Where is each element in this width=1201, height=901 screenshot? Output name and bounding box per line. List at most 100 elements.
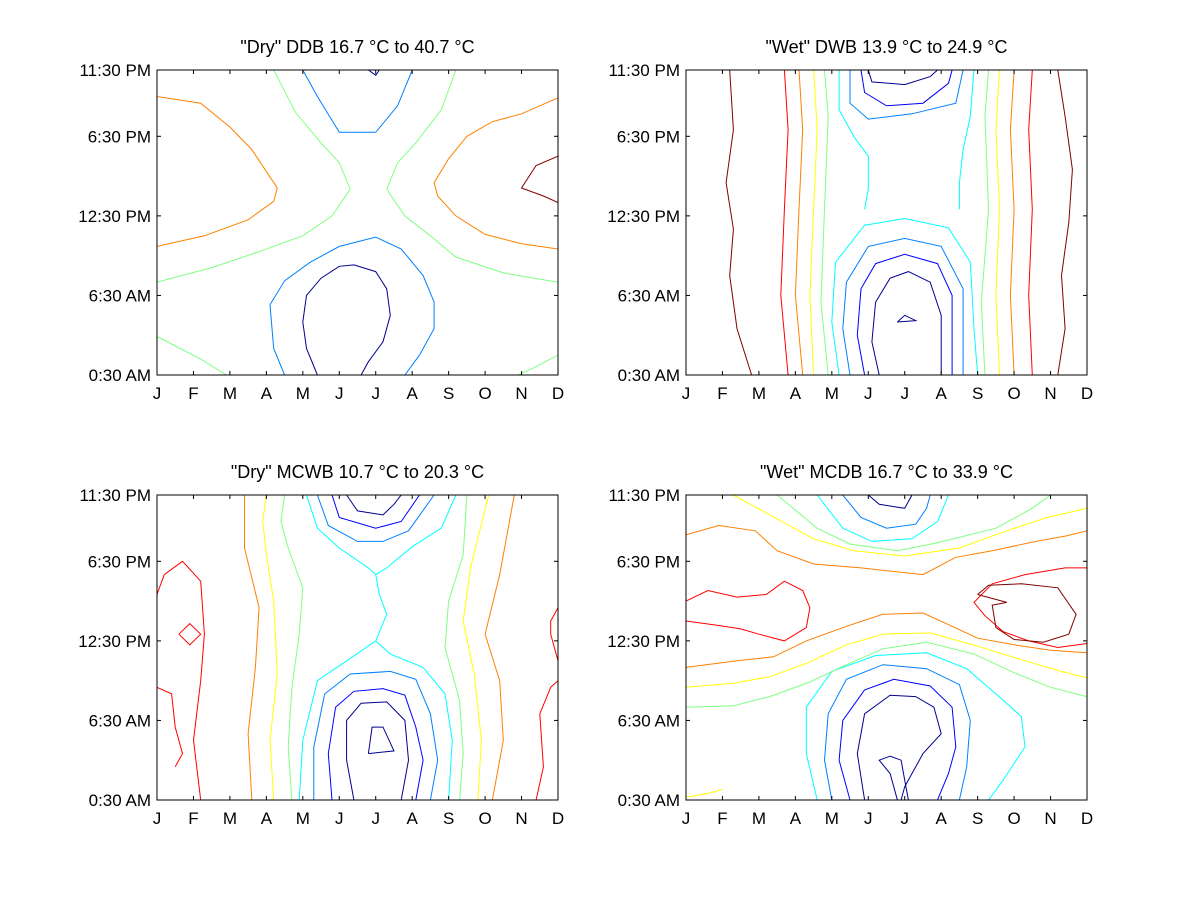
- x-tick-label: A: [790, 809, 802, 828]
- x-tick-label: J: [900, 384, 909, 403]
- x-tick-label: N: [1044, 809, 1056, 828]
- contour-line-11: [820, 70, 829, 375]
- x-tick-label: M: [223, 384, 237, 403]
- x-tick-label: J: [864, 809, 873, 828]
- contour-line-14: [462, 495, 490, 800]
- y-tick-label: 6:30 AM: [89, 286, 151, 305]
- contour-line-4: [842, 237, 964, 375]
- y-tick-label: 12:30 PM: [607, 632, 680, 651]
- contour-line-17: [157, 560, 205, 800]
- x-tick-label: J: [153, 809, 162, 828]
- plot-area: [685, 69, 1088, 376]
- x-tick-label: S: [443, 384, 454, 403]
- contour-line-5: [831, 217, 979, 375]
- contour-line-18: [1028, 70, 1033, 375]
- contour-line-18: [977, 583, 1077, 643]
- contour-lines: [725, 70, 1073, 375]
- contour-line-13: [809, 70, 818, 375]
- x-tick-label: M: [752, 809, 766, 828]
- contour-line-18: [157, 686, 184, 768]
- contour-line-9: [867, 495, 913, 509]
- contour-line-10: [433, 97, 558, 250]
- contour-line-13: [262, 495, 278, 800]
- y-tick-label: 12:30 PM: [78, 632, 151, 651]
- x-tick-label: S: [443, 809, 454, 828]
- x-tick-label: F: [188, 384, 198, 403]
- contour-line-10: [958, 70, 975, 210]
- x-tick-label: M: [223, 809, 237, 828]
- contour-line-16: [484, 495, 515, 800]
- y-tick-label: 0:30 AM: [618, 366, 680, 385]
- y-tick-label: 12:30 PM: [78, 207, 151, 226]
- contour-line-10: [842, 495, 931, 529]
- contour-line-2: [346, 701, 410, 800]
- x-tick-label: J: [900, 809, 909, 828]
- y-tick-label: 6:30 AM: [618, 286, 680, 305]
- contour-line-12: [980, 70, 990, 375]
- x-tick-label: M: [296, 809, 310, 828]
- chart-title: "Wet" MCDB 16.7 °C to 33.9 °C: [760, 462, 1013, 482]
- contour-panel-2: J F M A M J J A S O N D 0:30 AM 6:30 AM 12:30 PM 6:30 P…: [607, 37, 1093, 403]
- contour-line-5: [157, 70, 351, 283]
- plot-area: [156, 69, 559, 376]
- contour-line-2: [871, 271, 942, 375]
- y-tick-label: 11:30 PM: [608, 486, 680, 505]
- contour-line-13: [733, 495, 1087, 557]
- contour-line-9: [316, 495, 435, 542]
- x-tick-label: J: [153, 384, 162, 403]
- contour-line-7: [860, 70, 953, 107]
- contour-line-17: [973, 567, 1087, 649]
- contour-line-6: [375, 640, 453, 800]
- x-tick-label: J: [682, 384, 691, 403]
- y-tick-label: 11:30 PM: [79, 61, 151, 80]
- x-tick-label: J: [371, 809, 380, 828]
- x-tick-label: M: [825, 809, 839, 828]
- contour-line-3: [856, 253, 953, 375]
- contour-line-1: [856, 694, 942, 800]
- contour-line-9: [157, 96, 278, 247]
- contour-line-19: [725, 70, 753, 375]
- x-tick-label: D: [552, 384, 564, 403]
- contour-line-11: [280, 495, 304, 800]
- x-tick-label: N: [515, 809, 527, 828]
- x-tick-label: F: [717, 384, 727, 403]
- x-tick-label: F: [717, 809, 727, 828]
- contour-line-3: [838, 678, 957, 800]
- contour-line-12: [776, 495, 1051, 552]
- contour-line-3: [302, 70, 413, 133]
- x-tick-label: A: [407, 384, 419, 403]
- contour-line-11: [520, 155, 558, 204]
- chart-title: "Dry" DDB 16.7 °C to 40.7 °C: [240, 37, 474, 57]
- contour-line-6: [686, 641, 1087, 708]
- contour-line-4: [313, 670, 439, 800]
- contour-line-15: [794, 70, 804, 375]
- contour-line-20: [535, 680, 558, 800]
- contour-line-15: [686, 612, 1087, 668]
- x-tick-label: A: [261, 384, 273, 403]
- contour-panel-1: J F M A M J J A S O N D 0:30 AM 6:30 AM 12:30 PM 6:30 P…: [78, 37, 564, 403]
- contour-line-5: [805, 652, 1026, 800]
- x-tick-label: M: [296, 384, 310, 403]
- contour-line-5: [298, 574, 388, 800]
- y-tick-label: 0:30 AM: [89, 366, 151, 385]
- x-tick-label: O: [478, 809, 491, 828]
- y-tick-label: 6:30 AM: [89, 711, 151, 730]
- x-tick-label: D: [552, 809, 564, 828]
- contour-line-8: [331, 495, 420, 529]
- x-tick-label: S: [972, 384, 983, 403]
- contour-line-1: [897, 314, 918, 323]
- x-tick-label: F: [188, 809, 198, 828]
- x-tick-label: O: [1007, 384, 1020, 403]
- y-tick-label: 0:30 AM: [89, 791, 151, 810]
- y-tick-label: 6:30 PM: [617, 552, 680, 571]
- y-tick-label: 0:30 AM: [618, 791, 680, 810]
- contour-line-8: [686, 788, 723, 798]
- x-tick-label: A: [790, 384, 802, 403]
- contour-panel-3: J F M A M J J A S O N D 0:30 AM 6:30 AM 12:30 PM 6:30 P…: [78, 462, 564, 828]
- contour-line-14: [686, 524, 1087, 576]
- y-tick-label: 6:30 PM: [88, 552, 151, 571]
- chart-title: "Wet" DWB 13.9 °C to 24.9 °C: [766, 37, 1008, 57]
- contour-line-9: [838, 70, 869, 210]
- y-tick-label: 6:30 PM: [617, 127, 680, 146]
